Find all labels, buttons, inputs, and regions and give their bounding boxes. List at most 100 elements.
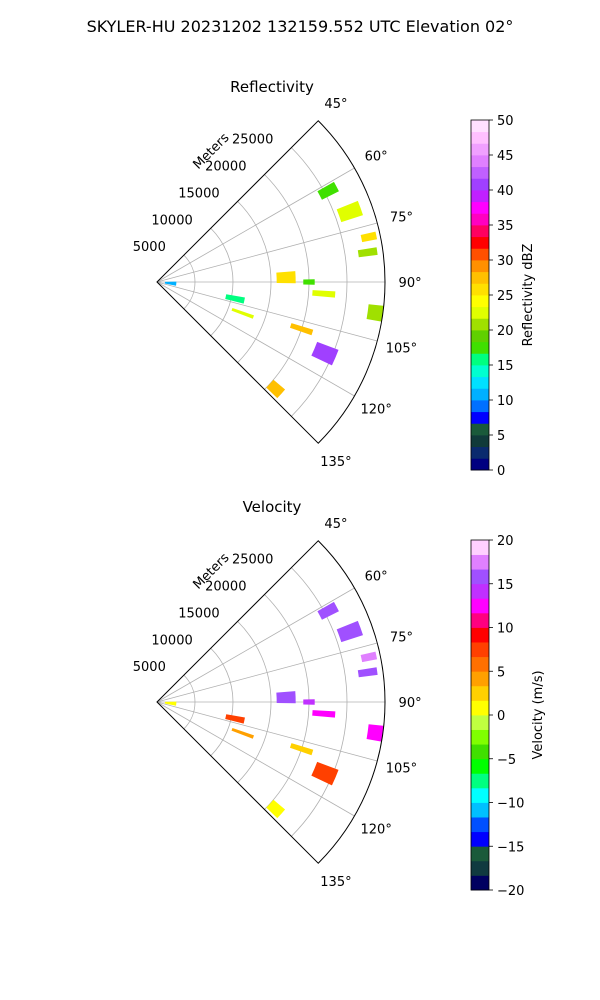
colorbar-swatch [471, 260, 489, 273]
radar-cell [366, 304, 384, 322]
radar-cell [231, 307, 255, 319]
colorbar-tick-label: 10 [497, 622, 514, 637]
wedge-outline [156, 120, 386, 444]
colorbar-swatch [471, 295, 489, 308]
radial-tick-label: 5000 [133, 660, 166, 675]
colorbar-swatch [471, 446, 489, 459]
azimuth-gridline [156, 167, 355, 283]
radar-cell [317, 601, 339, 620]
radar-cell [366, 724, 384, 742]
radar-cell [317, 181, 339, 200]
colorbar-swatch [471, 773, 489, 789]
angle-tick-label: 75° [390, 631, 413, 646]
colorbar-tick-label: 0 [497, 464, 505, 479]
radar-cell [303, 699, 315, 705]
colorbar-swatch [471, 715, 489, 730]
colorbar-swatch [471, 569, 489, 585]
velocity-panel: Velocity 500010000150002000025000Meters4… [133, 498, 546, 899]
colorbar-tick-label: 5 [497, 665, 505, 680]
colorbar-swatch [471, 758, 489, 774]
colorbar-tick-label: 15 [497, 578, 514, 593]
angle-tick-label: 120° [361, 823, 392, 838]
colorbar-swatch [471, 700, 489, 716]
colorbar-swatch [471, 318, 489, 331]
radar-cell [312, 290, 336, 298]
colorbar-swatch [471, 155, 489, 168]
colorbar-swatch [471, 554, 489, 570]
colorbar-swatch [471, 802, 489, 818]
velocity-colorbar: −20 −15 −10 −5 0 5 10 15 20 [470, 534, 524, 899]
radial-tick-label: 20000 [205, 160, 246, 175]
colorbar-swatch [471, 236, 489, 249]
colorbar-tick-label: −15 [497, 840, 524, 855]
colorbar-tick-label: 30 [497, 254, 514, 269]
colorbar-swatch [471, 190, 489, 203]
radar-cell [357, 247, 378, 258]
radial-tick-label: 15000 [178, 606, 219, 621]
colorbar-swatch [471, 411, 489, 424]
colorbar-tick-label: 15 [497, 359, 514, 374]
colorbar-swatch [471, 846, 489, 862]
colorbar-tick-label: −20 [497, 884, 524, 899]
colorbar-swatch [471, 365, 489, 378]
colorbar-swatch [471, 248, 489, 261]
colorbar-swatch [471, 671, 489, 687]
angle-tick-label: 105° [386, 762, 417, 777]
azimuth-gridline [156, 281, 355, 397]
radar-cell [164, 701, 177, 706]
wedge-outline [156, 540, 386, 864]
angle-tick-label: 45° [324, 97, 347, 112]
colorbar-swatch [471, 271, 489, 284]
angle-tick-label: 60° [365, 569, 388, 584]
colorbar-swatch [471, 306, 489, 319]
radar-cell [357, 667, 378, 678]
radial-tick-label: 25000 [232, 553, 273, 568]
radar-cell [266, 799, 286, 819]
colorbar-tick-label: −5 [497, 753, 516, 768]
colorbar-swatch [471, 353, 489, 366]
reflectivity-colorbar-label: Reflectivity dBZ [521, 244, 536, 347]
radial-tick-label: 5000 [133, 240, 166, 255]
colorbar-swatch [471, 131, 489, 144]
colorbar-swatch [471, 376, 489, 389]
radar-cell [336, 620, 363, 643]
colorbar-swatch [471, 744, 489, 760]
radar-cell [266, 379, 286, 399]
radar-cell [311, 761, 339, 786]
reflectivity-wedge: 500010000150002000025000Meters45°60°75°9… [133, 97, 422, 470]
colorbar-swatch [471, 583, 489, 599]
colorbar-swatch [471, 400, 489, 413]
angle-tick-label: 45° [324, 517, 347, 532]
colorbar-swatch [471, 627, 489, 643]
colorbar-swatch [471, 729, 489, 745]
colorbar-swatch [471, 598, 489, 614]
colorbar-swatch [471, 685, 489, 701]
colorbar-swatch [471, 143, 489, 156]
colorbar-swatch [471, 656, 489, 672]
colorbar-swatch [471, 540, 489, 555]
radar-cell [289, 323, 314, 336]
colorbar-tick-label: 0 [497, 709, 505, 724]
radar-cell [276, 691, 296, 704]
colorbar-tick-label: 5 [497, 429, 505, 444]
colorbar-swatch [471, 860, 489, 876]
radial-tick-label: 10000 [151, 633, 192, 648]
radar-cell [360, 231, 378, 243]
colorbar-swatch [471, 388, 489, 401]
azimuth-gridline [156, 281, 378, 342]
colorbar-tick-label: 50 [497, 114, 514, 129]
colorbar-swatch [471, 213, 489, 226]
azimuth-gridline [156, 642, 378, 703]
colorbar-swatch [471, 423, 489, 436]
colorbar-swatch [471, 166, 489, 179]
colorbar-tick-label: 40 [497, 184, 514, 199]
colorbar-tick-label: 20 [497, 534, 514, 549]
colorbar-tick-label: 45 [497, 149, 514, 164]
angle-tick-label: 60° [365, 149, 388, 164]
figure-title: SKYLER-HU 20231202 132159.552 UTC Elevat… [87, 17, 514, 36]
velocity-colorbar-label: Velocity (m/s) [531, 670, 546, 759]
colorbar-swatch [471, 787, 489, 803]
colorbar-swatch [471, 341, 489, 354]
azimuth-gridline [156, 701, 355, 817]
colorbar-swatch [471, 831, 489, 847]
